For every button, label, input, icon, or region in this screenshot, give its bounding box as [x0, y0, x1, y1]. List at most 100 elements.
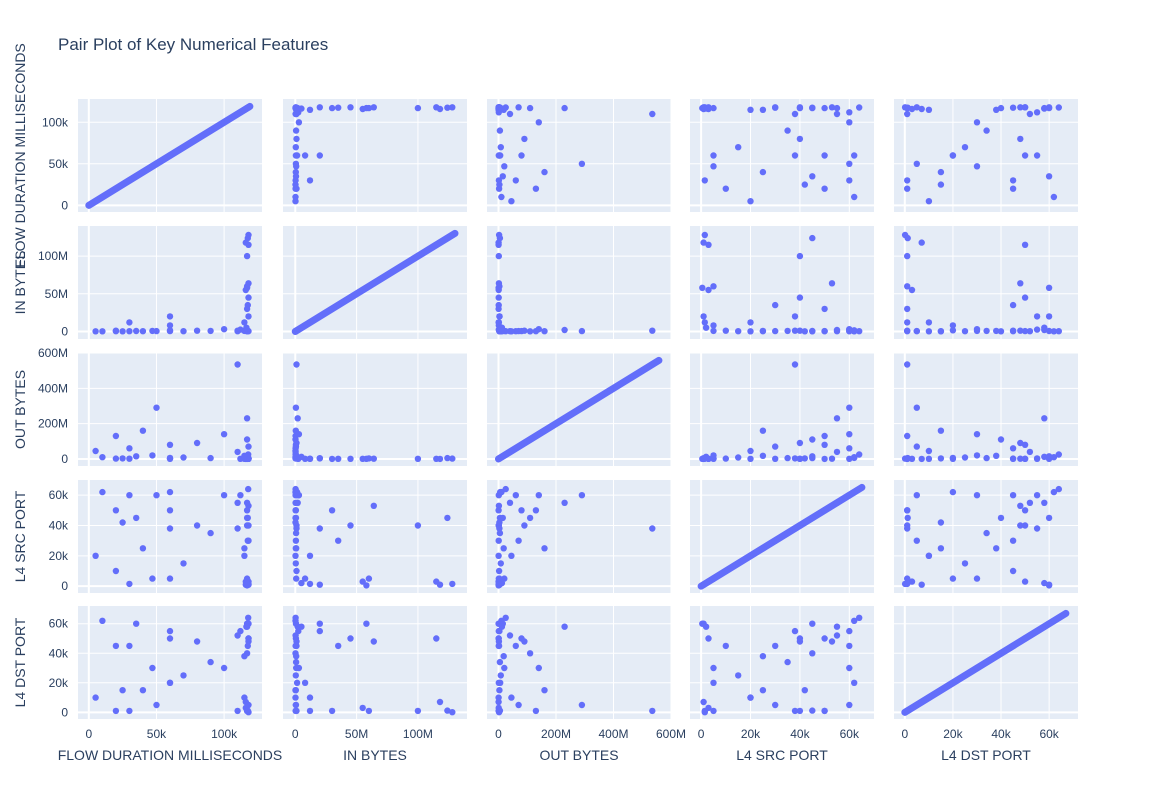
scatter-point	[166, 488, 174, 496]
y-axis-title-l4-src-port: L4 SRC PORT	[12, 490, 28, 582]
scatter-point	[496, 313, 503, 320]
scatter-point	[126, 455, 133, 462]
scatter-point	[796, 327, 804, 334]
scatter-point	[166, 313, 174, 320]
scatter-point	[735, 144, 742, 151]
scatter-point	[149, 664, 156, 672]
scatter-point	[112, 707, 120, 715]
scatter-point	[112, 642, 120, 650]
scatter-point	[961, 328, 969, 335]
panel-background	[690, 353, 874, 466]
scatter-point	[735, 454, 742, 461]
scatter-point	[149, 575, 156, 582]
scatter-point	[166, 507, 174, 514]
scatter-point	[1021, 294, 1029, 301]
scatter-point	[292, 507, 300, 514]
scatter-point	[809, 104, 816, 112]
y-axis-title-in-bytes: IN BYTES	[12, 251, 28, 315]
scatter-point	[306, 694, 314, 701]
x-tick-label: 60k	[1039, 727, 1059, 741]
scatter-point	[973, 575, 981, 582]
scatter-point	[1017, 104, 1024, 111]
scatter-point	[292, 614, 299, 621]
scatter-point	[220, 492, 228, 499]
scatter-point	[828, 280, 836, 287]
scatter-point	[234, 707, 241, 715]
scatter-point	[925, 552, 933, 559]
y-tick-label: 100M	[38, 249, 68, 263]
scatter-point	[518, 152, 525, 159]
scatter-point	[449, 104, 456, 111]
scatter-point	[328, 455, 336, 463]
scatter-point	[796, 638, 804, 645]
scatter-point	[292, 144, 299, 151]
scatter-point	[578, 492, 586, 499]
scatter-point	[937, 328, 945, 335]
scatter-point	[993, 545, 1000, 552]
scatter-point	[710, 664, 717, 672]
panel-in-bytes-vs-out-bytes	[487, 226, 672, 339]
scatter-point	[241, 452, 248, 459]
scatter-point	[772, 301, 779, 309]
scatter-point	[904, 514, 911, 522]
scatter-point	[506, 632, 514, 639]
scatter-point	[925, 328, 933, 335]
scatter-point	[833, 632, 841, 639]
scatter-point	[414, 104, 422, 112]
scatter-point	[92, 328, 99, 335]
scatter-point	[1033, 525, 1041, 532]
scatter-point	[809, 650, 816, 657]
scatter-point	[710, 575, 717, 582]
scatter-point	[702, 453, 710, 460]
scatter-point	[784, 327, 791, 335]
scatter-point	[293, 545, 300, 552]
scatter-point	[234, 448, 241, 456]
scatter-point	[904, 104, 911, 112]
scatter-point	[495, 294, 502, 301]
scatter-point	[856, 451, 863, 458]
y-tick-label: 0	[61, 705, 68, 719]
scatter-point	[913, 404, 920, 411]
scatter-point	[347, 104, 354, 111]
scatter-point	[292, 560, 299, 567]
scatter-point	[578, 701, 586, 709]
scatter-point	[1021, 104, 1029, 111]
scatter-point	[1033, 109, 1041, 116]
scatter-point	[1009, 537, 1017, 544]
scatter-point	[293, 152, 301, 159]
scatter-point	[444, 104, 451, 111]
scatter-point	[784, 529, 791, 537]
scatter-point	[937, 519, 945, 526]
scatter-point	[833, 415, 841, 422]
scatter-point	[521, 522, 528, 529]
scatter-point	[295, 119, 303, 126]
scatter-point	[961, 672, 969, 679]
scatter-point	[851, 193, 858, 201]
panel-background	[78, 353, 262, 466]
scatter-point	[541, 427, 548, 434]
scatter-point	[92, 198, 99, 205]
scatter-point	[526, 436, 534, 443]
panel-background	[283, 606, 467, 719]
scatter-point	[521, 638, 528, 645]
scatter-point	[293, 135, 300, 143]
scatter-point	[193, 135, 201, 143]
scatter-point	[904, 252, 911, 260]
scatter-point	[1055, 614, 1063, 621]
scatter-point	[821, 104, 828, 112]
scatter-point	[292, 658, 300, 666]
scatter-point	[245, 313, 252, 320]
x-axis-title-out-bytes: OUT BYTES	[539, 747, 618, 763]
scatter-point	[851, 327, 858, 334]
scatter-point	[370, 280, 377, 287]
scatter-point	[126, 492, 133, 499]
scatter-point	[1050, 617, 1058, 624]
scatter-point	[316, 152, 323, 159]
scatter-point	[949, 679, 957, 686]
scatter-point	[649, 707, 656, 715]
scatter-point	[561, 326, 568, 334]
scatter-point	[512, 642, 519, 650]
panel-out-bytes-vs-out-bytes	[487, 352, 672, 466]
scatter-point	[292, 694, 299, 701]
x-tick-label: 50M	[345, 727, 368, 741]
